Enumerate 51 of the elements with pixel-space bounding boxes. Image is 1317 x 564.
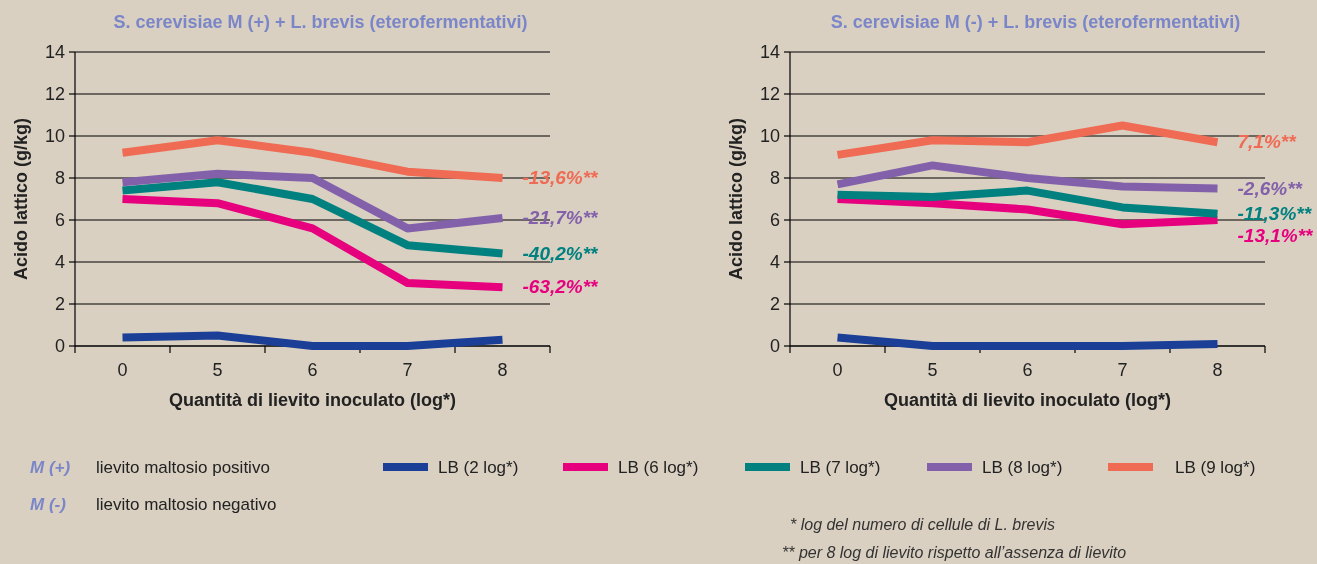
x-tick-label: 6 [1022, 360, 1033, 380]
y-tick-label: 4 [54, 252, 65, 273]
y-axis-title: Acido lattico (g/kg) [11, 117, 31, 280]
annotation: -21,7%** [522, 206, 600, 228]
legend-label: LB (9 log*) [1175, 457, 1256, 477]
x-tick-label: 7 [1117, 360, 1128, 380]
y-tick-label: 12 [759, 84, 780, 105]
y-tick-label: 4 [769, 252, 780, 273]
x-tick-label: 0 [117, 360, 128, 380]
y-tick-label: 0 [769, 336, 780, 357]
y-tick-label: 6 [54, 210, 65, 231]
y-tick-label: 14 [759, 42, 780, 63]
legend-label: LB (6 log*) [618, 457, 699, 477]
x-tick-label: 8 [497, 360, 508, 380]
legend-label: LB (8 log*) [982, 457, 1063, 477]
text: lievito maltosio positivo [96, 458, 270, 477]
y-tick-label: 6 [769, 210, 780, 231]
annotation: -40,2%** [522, 242, 600, 264]
y-tick-label: 0 [54, 336, 65, 357]
x-tick-label: 8 [1212, 360, 1223, 380]
y-tick-label: 8 [769, 168, 780, 189]
y-tick-label: 8 [54, 168, 65, 189]
text: M (-) [30, 495, 67, 514]
y-tick-label: 2 [769, 294, 780, 315]
x-tick-label: 0 [832, 360, 843, 380]
y-tick-label: 10 [759, 126, 780, 147]
annotation: -63,2%** [522, 276, 600, 298]
y-axis-title: Acido lattico (g/kg) [726, 117, 746, 280]
y-tick-label: 10 [44, 126, 65, 147]
text: M (+) [30, 458, 71, 477]
x-tick-label: 5 [212, 360, 223, 380]
y-tick-label: 14 [44, 42, 65, 63]
text: ** per 8 log di lievito rispetto all’assenza di lievito [782, 544, 1127, 561]
annotation: -13,6%** [522, 167, 600, 188]
chart-title: S. cerevisiae M (+) + L. brevis (eterofermentativi) [113, 12, 528, 32]
legend-label: LB (2 log*) [438, 457, 519, 477]
legend-label: LB (7 log*) [800, 457, 881, 477]
annotation: -11,3%** [1237, 202, 1313, 224]
x-axis-title: Quantità di lievito inoculato (log*) [169, 390, 456, 410]
annotation: 7,1%** [1237, 131, 1298, 153]
x-tick-label: 5 [927, 360, 938, 380]
text: * log del numero di cellule di L. brevis [790, 516, 1056, 533]
chart-title: S. cerevisiae M (-) + L. brevis (eterofermentativi) [830, 12, 1241, 32]
annotation: -2,6%** [1237, 177, 1304, 199]
annotation: -13,1%** [1237, 224, 1315, 246]
y-tick-label: 2 [54, 294, 65, 315]
text: lievito maltosio negativo [96, 495, 277, 514]
x-tick-label: 7 [402, 360, 413, 380]
y-tick-label: 12 [44, 84, 65, 105]
x-tick-label: 6 [307, 360, 318, 380]
x-axis-title: Quantità di lievito inoculato (log*) [884, 390, 1171, 410]
